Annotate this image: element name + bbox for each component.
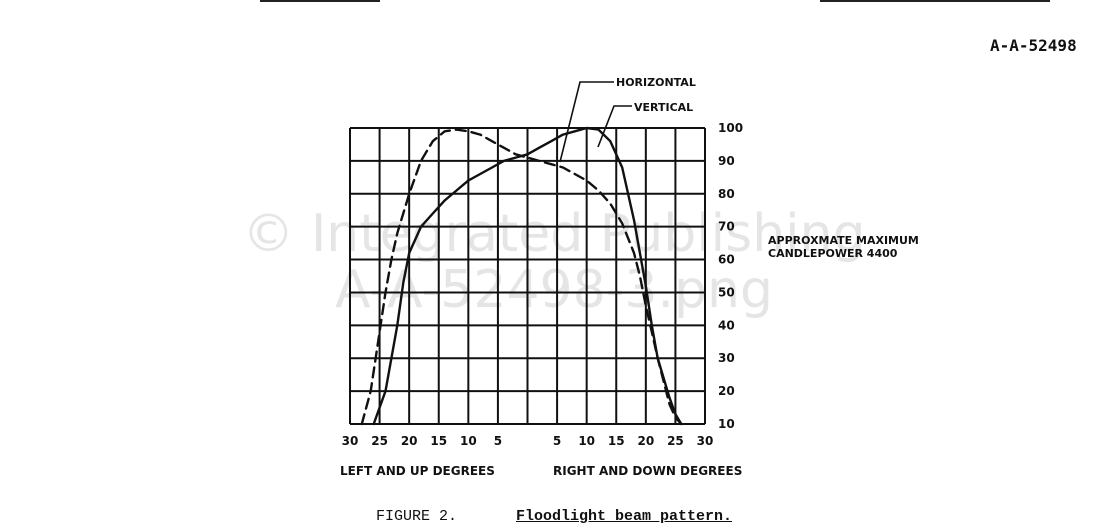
series-line-horizontal bbox=[360, 128, 683, 426]
top-edge-rule-right bbox=[820, 0, 1050, 2]
chart-series bbox=[360, 126, 683, 426]
figure-number: FIGURE 2. bbox=[376, 508, 458, 525]
x-tick-label: 25 bbox=[371, 434, 388, 448]
x-tick-label: 20 bbox=[637, 434, 654, 448]
x-tick-label: 15 bbox=[608, 434, 625, 448]
y-tick-label: 90 bbox=[718, 154, 735, 168]
y-tick-label: 100 bbox=[718, 121, 743, 135]
x-tick-label: 10 bbox=[578, 434, 595, 448]
candlepower-note-line-2: CANDLEPOWER 4400 bbox=[768, 247, 898, 260]
x-tick-label: 5 bbox=[494, 434, 502, 448]
y-tick-label: 10 bbox=[718, 417, 735, 431]
x-axis-label-left: LEFT AND UP DEGREES bbox=[340, 464, 495, 478]
y-tick-label: 60 bbox=[718, 253, 735, 267]
x-tick-label: 10 bbox=[460, 434, 477, 448]
x-axis-label-right: RIGHT AND DOWN DEGREES bbox=[553, 464, 742, 478]
x-tick-label: 30 bbox=[697, 434, 714, 448]
legend-leader-vertical bbox=[597, 105, 632, 148]
watermark-line-2: A-A-52498-3.png bbox=[334, 260, 773, 320]
top-edge-rule-left bbox=[260, 0, 380, 2]
legend-leader-horizontal bbox=[559, 81, 614, 163]
x-tick-label: 30 bbox=[342, 434, 359, 448]
watermark-line-1: © Integrated Publishing bbox=[242, 204, 866, 264]
legend-label-vertical: VERTICAL bbox=[634, 101, 693, 114]
chart-grid bbox=[349, 127, 706, 425]
y-tick-label: 40 bbox=[718, 318, 735, 332]
y-tick-label: 30 bbox=[718, 351, 735, 365]
y-tick-label: 80 bbox=[718, 187, 735, 201]
candlepower-note-line-1: APPROXMATE MAXIMUM bbox=[768, 234, 919, 247]
y-tick-label: 70 bbox=[718, 220, 735, 234]
x-tick-label: 25 bbox=[667, 434, 684, 448]
y-tick-label: 20 bbox=[718, 384, 735, 398]
series-line-vertical bbox=[372, 126, 683, 426]
chart-legend: HORIZONTAL VERTICAL bbox=[559, 76, 696, 163]
legend-label-horizontal: HORIZONTAL bbox=[616, 76, 696, 89]
document-id: A-A-52498 bbox=[990, 36, 1077, 55]
figure-caption: Floodlight beam pattern. bbox=[516, 508, 733, 525]
y-tick-label: 50 bbox=[718, 285, 735, 299]
x-tick-label: 15 bbox=[430, 434, 447, 448]
x-tick-label: 20 bbox=[401, 434, 418, 448]
chart-ticks: 30 25 20 15 10 5 5 10 15 20 25 30 10 20 30 40 50 60 70 80 90… bbox=[342, 121, 743, 448]
x-tick-label: 5 bbox=[553, 434, 561, 448]
